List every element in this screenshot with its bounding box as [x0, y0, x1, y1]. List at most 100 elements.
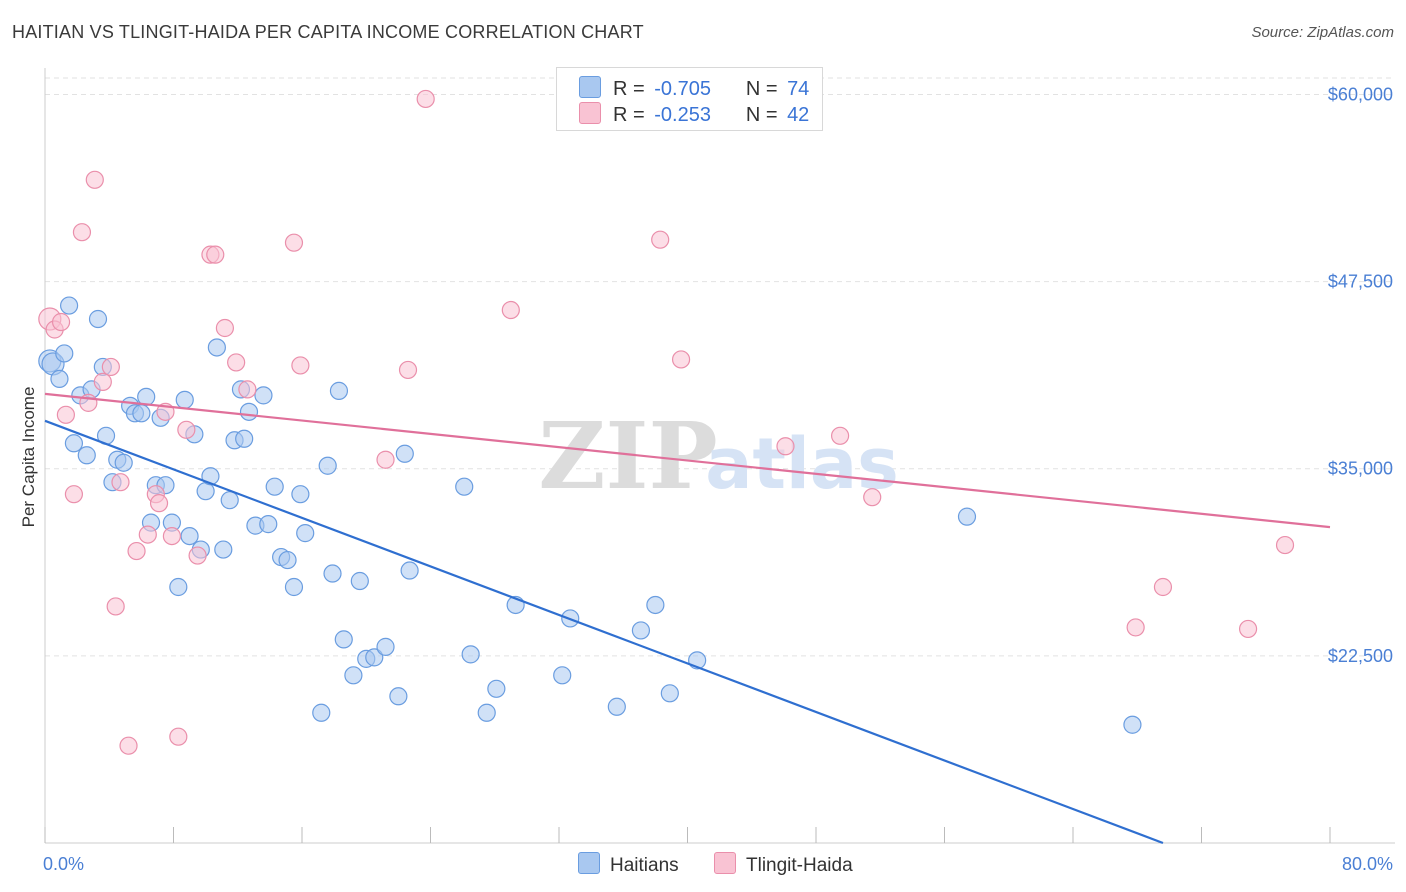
- legend-r-label: R =: [613, 78, 645, 100]
- haitians-point: [334, 630, 353, 649]
- tlingit-haida-point: [651, 230, 670, 249]
- data-points: [38, 89, 1295, 755]
- tlingit-haida-point: [376, 450, 395, 469]
- tlingit-haida-point: [162, 526, 181, 546]
- watermark-zip: ZIP: [538, 402, 717, 510]
- legend-r-label: R =: [613, 104, 645, 126]
- x-tick-label-min: 0.0%: [43, 854, 84, 874]
- axes: [44, 68, 1395, 844]
- tlingit-haida-point: [776, 437, 795, 456]
- tlingit-haida-point: [127, 541, 146, 561]
- haitians-point: [220, 491, 239, 510]
- legend-r-value: -0.253: [654, 104, 711, 126]
- haitians-point: [312, 703, 331, 722]
- haitians-point: [389, 687, 408, 706]
- haitians-point: [957, 507, 977, 526]
- tlingit-haida-point: [56, 405, 75, 424]
- haitians-point: [132, 404, 151, 423]
- haitians-point: [646, 595, 665, 615]
- y-tick-label: $22,500: [1328, 646, 1393, 666]
- y-tick-label: $47,500: [1328, 272, 1393, 292]
- haitians-point: [239, 402, 259, 421]
- y-tick-label: $60,000: [1328, 84, 1393, 104]
- legend-n-value: 74: [787, 78, 810, 100]
- haitians-point: [214, 540, 233, 559]
- haitians-point: [278, 550, 297, 570]
- trend-lines: [44, 392, 1331, 845]
- haitians-point: [235, 429, 254, 448]
- legend-swatch-haitians: [579, 76, 601, 98]
- haitians-point: [487, 679, 506, 698]
- tlingit-haida-point: [830, 426, 850, 445]
- tlingit-haida-point: [863, 488, 882, 507]
- tlingit-haida-point: [106, 597, 125, 616]
- tlingit-haida-point: [1275, 535, 1295, 555]
- haitians-point: [323, 564, 342, 583]
- haitians-point: [265, 477, 284, 496]
- haitians-point: [329, 381, 349, 400]
- haitians-point: [296, 524, 315, 543]
- legend-n-label: N =: [745, 104, 778, 126]
- haitians-point: [180, 526, 199, 546]
- tlingit-haida-point: [101, 357, 120, 377]
- haitians-point: [318, 456, 337, 475]
- haitians-point: [1123, 715, 1142, 734]
- haitians-point: [553, 666, 572, 685]
- tlingit-haida-point: [215, 318, 234, 338]
- tlingit-haida-trend-line: [44, 392, 1331, 529]
- tlingit-haida-point: [398, 360, 418, 380]
- haitians-point: [259, 515, 278, 534]
- tlingit-haida-point: [169, 727, 188, 746]
- haitians-trend-line: [44, 419, 1164, 845]
- haitians-point: [201, 467, 220, 486]
- haitians-point: [55, 344, 74, 363]
- tlingit-haida-point: [64, 485, 84, 504]
- tlingit-haida-point: [206, 245, 225, 264]
- haitians-point: [607, 697, 626, 716]
- series-swatch-tlingit-haida: [714, 852, 736, 874]
- haitians-point: [365, 648, 384, 667]
- tlingit-haida-point: [177, 420, 196, 439]
- haitians-point: [169, 577, 188, 597]
- haitians-point: [59, 296, 79, 315]
- legend-swatch-tlingit-haida: [579, 102, 601, 124]
- legend-row-haitians: R = -0.705 N = 74: [579, 76, 809, 100]
- legend-r-value: -0.705: [654, 78, 711, 100]
- tlingit-haida-point: [238, 380, 257, 399]
- source-label: Source: ZipAtlas.com: [1251, 24, 1394, 41]
- series-label-haitians: Haitians: [610, 855, 679, 876]
- haitians-point: [400, 561, 419, 580]
- tlingit-haida-point: [291, 356, 310, 375]
- series-legend-haitians: Haitians: [578, 852, 679, 877]
- gridlines: [45, 77, 1395, 657]
- tlingit-haida-point: [188, 546, 207, 565]
- tlingit-haida-point: [111, 473, 130, 492]
- haitians-point: [395, 444, 414, 463]
- tlingit-haida-point: [1126, 618, 1145, 637]
- tlingit-haida-point: [1153, 577, 1173, 597]
- series-legend-tlingit-haida: Tlingit-Haida: [714, 852, 853, 877]
- tlingit-haida-point: [138, 525, 157, 544]
- haitians-point: [114, 453, 133, 472]
- y-tick-label: $35,000: [1328, 459, 1393, 479]
- y-axis-label: Per Capita Income: [19, 387, 38, 528]
- haitians-point: [207, 338, 226, 357]
- haitians-point: [455, 477, 474, 496]
- x-tick-label-max: 80.0%: [1342, 854, 1393, 874]
- haitians-point: [88, 309, 108, 329]
- tlingit-haida-point: [51, 312, 71, 332]
- haitians-point: [477, 703, 496, 722]
- haitians-point: [631, 621, 651, 640]
- tlingit-haida-point: [227, 353, 246, 372]
- haitians-point: [284, 577, 304, 597]
- haitians-point: [461, 645, 480, 664]
- tick-labels: $22,500 $35,000 $47,500 $60,000 0.0% 80.0%: [43, 84, 1393, 874]
- haitians-point: [50, 369, 69, 389]
- tlingit-haida-point: [671, 350, 691, 369]
- chart-title: HAITIAN VS TLINGIT-HAIDA PER CAPITA INCO…: [12, 22, 644, 42]
- tlingit-haida-point: [416, 89, 435, 109]
- legend-n-value: 42: [787, 104, 810, 126]
- series-label-tlingit-haida: Tlingit-Haida: [746, 855, 853, 876]
- haitians-point: [77, 446, 96, 465]
- tlingit-haida-point: [284, 233, 304, 252]
